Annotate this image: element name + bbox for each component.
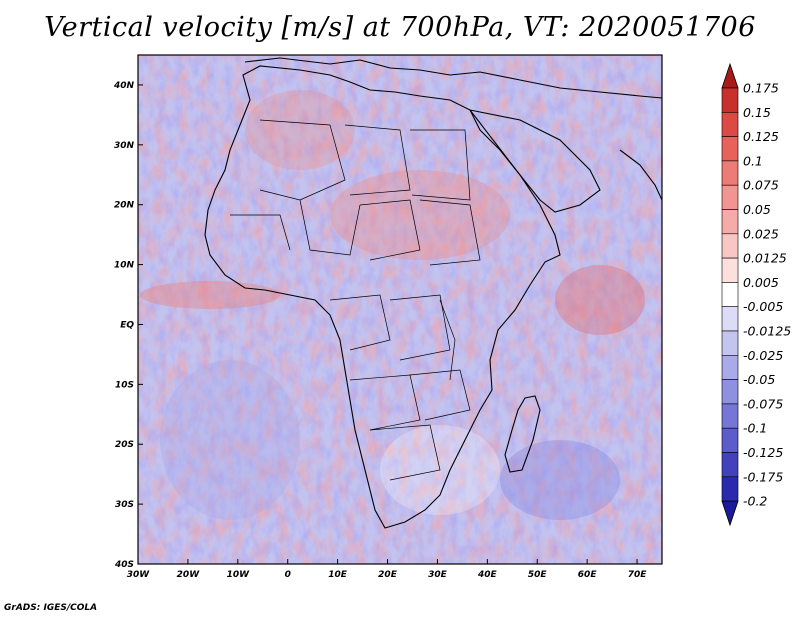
colorbar-label: 0.175 [743, 81, 779, 96]
lat-tick-label: 20S [115, 440, 134, 450]
colorbar-label: -0.125 [743, 445, 783, 460]
lon-tick-label: 50E [528, 570, 548, 580]
colorbar-swatch [721, 209, 739, 235]
colorbar-swatch [721, 257, 739, 283]
colorbar-label: -0.0125 [743, 324, 791, 339]
colorbar-label: 0.05 [743, 202, 771, 217]
colorbar-label: 0.125 [743, 129, 779, 144]
colorbar-swatch [721, 160, 739, 186]
lon-tick-label: 30W [127, 570, 151, 580]
colorbar-max-arrow [721, 62, 739, 89]
lon-tick-label: 0 [285, 570, 291, 580]
colorbar-swatch [721, 476, 739, 502]
colorbar-swatch [721, 112, 739, 137]
colorbar-label: -0.2 [743, 494, 767, 509]
lon-tick-label: 70E [628, 570, 648, 580]
colorbar-label: -0.1 [743, 421, 767, 436]
lat-tick-label: 30S [115, 500, 134, 510]
colorbar-label: 0.025 [743, 226, 779, 241]
colorbar-label: -0.025 [743, 348, 783, 363]
colorbar-label: 0.15 [743, 105, 771, 120]
software-credit: GrADS: IGES/COLA [4, 603, 98, 613]
colorbar-swatch [721, 184, 739, 210]
longitude-axis: 30W 20W 10W 0 10E 20E 30E 40E 50E 60E 70E [127, 559, 647, 580]
colorbar-swatch [721, 452, 739, 478]
colorbar-swatch [721, 136, 739, 162]
colorbar-label: 0.1 [743, 153, 763, 168]
plot-frame [137, 54, 663, 565]
chart-title: Vertical velocity [m/s] at 700hPa, VT: 2… [44, 12, 756, 43]
lat-tick-label: EQ [120, 320, 134, 330]
colorbar-swatch [721, 403, 739, 429]
colorbar-min-arrow [721, 500, 739, 527]
colorbar: 0.175 0.15 0.125 0.1 0.075 0.05 0.025 0.0125 0.0… [721, 62, 791, 527]
velocity-field [138, 55, 662, 564]
colorbar-swatch [721, 354, 739, 380]
colorbar-swatch [721, 87, 739, 113]
lon-tick-label: 40E [477, 570, 498, 580]
colorbar-swatch [721, 330, 739, 356]
lon-tick-label: 20W [177, 570, 201, 580]
colorbar-label: -0.075 [743, 396, 783, 411]
colorbar-swatch [721, 282, 739, 307]
colorbar-swatch [721, 379, 739, 405]
lon-tick-label: 60E [578, 570, 598, 580]
lon-tick-label: 10W [227, 570, 251, 580]
coastlines [204, 57, 662, 529]
lat-tick-label: 40S [114, 560, 134, 570]
colorbar-label: 0.005 [743, 275, 779, 290]
lat-tick-label: 10N [114, 261, 135, 271]
colorbar-label: -0.005 [743, 299, 783, 314]
colorbar-swatch [721, 306, 739, 332]
lon-tick-label: 10E [328, 570, 348, 580]
lat-tick-label: 30N [114, 141, 135, 151]
country-borders [230, 119, 481, 481]
lon-tick-label: 30E [428, 570, 448, 580]
lat-tick-label: 20N [114, 201, 135, 211]
colorbar-swatch [721, 427, 739, 453]
colorbar-label: -0.05 [743, 372, 775, 387]
colorbar-label: 0.075 [743, 178, 779, 193]
lon-tick-label: 20E [378, 570, 398, 580]
colorbar-swatch [721, 233, 739, 259]
lat-tick-label: 10S [115, 380, 134, 390]
colorbar-label: 0.0125 [743, 251, 787, 266]
lat-tick-label: 40N [113, 81, 135, 91]
colorbar-label: -0.175 [743, 469, 783, 484]
latitude-axis: 40N 30N 20N 10N EQ 10S 20S 30S 40S [113, 81, 143, 570]
